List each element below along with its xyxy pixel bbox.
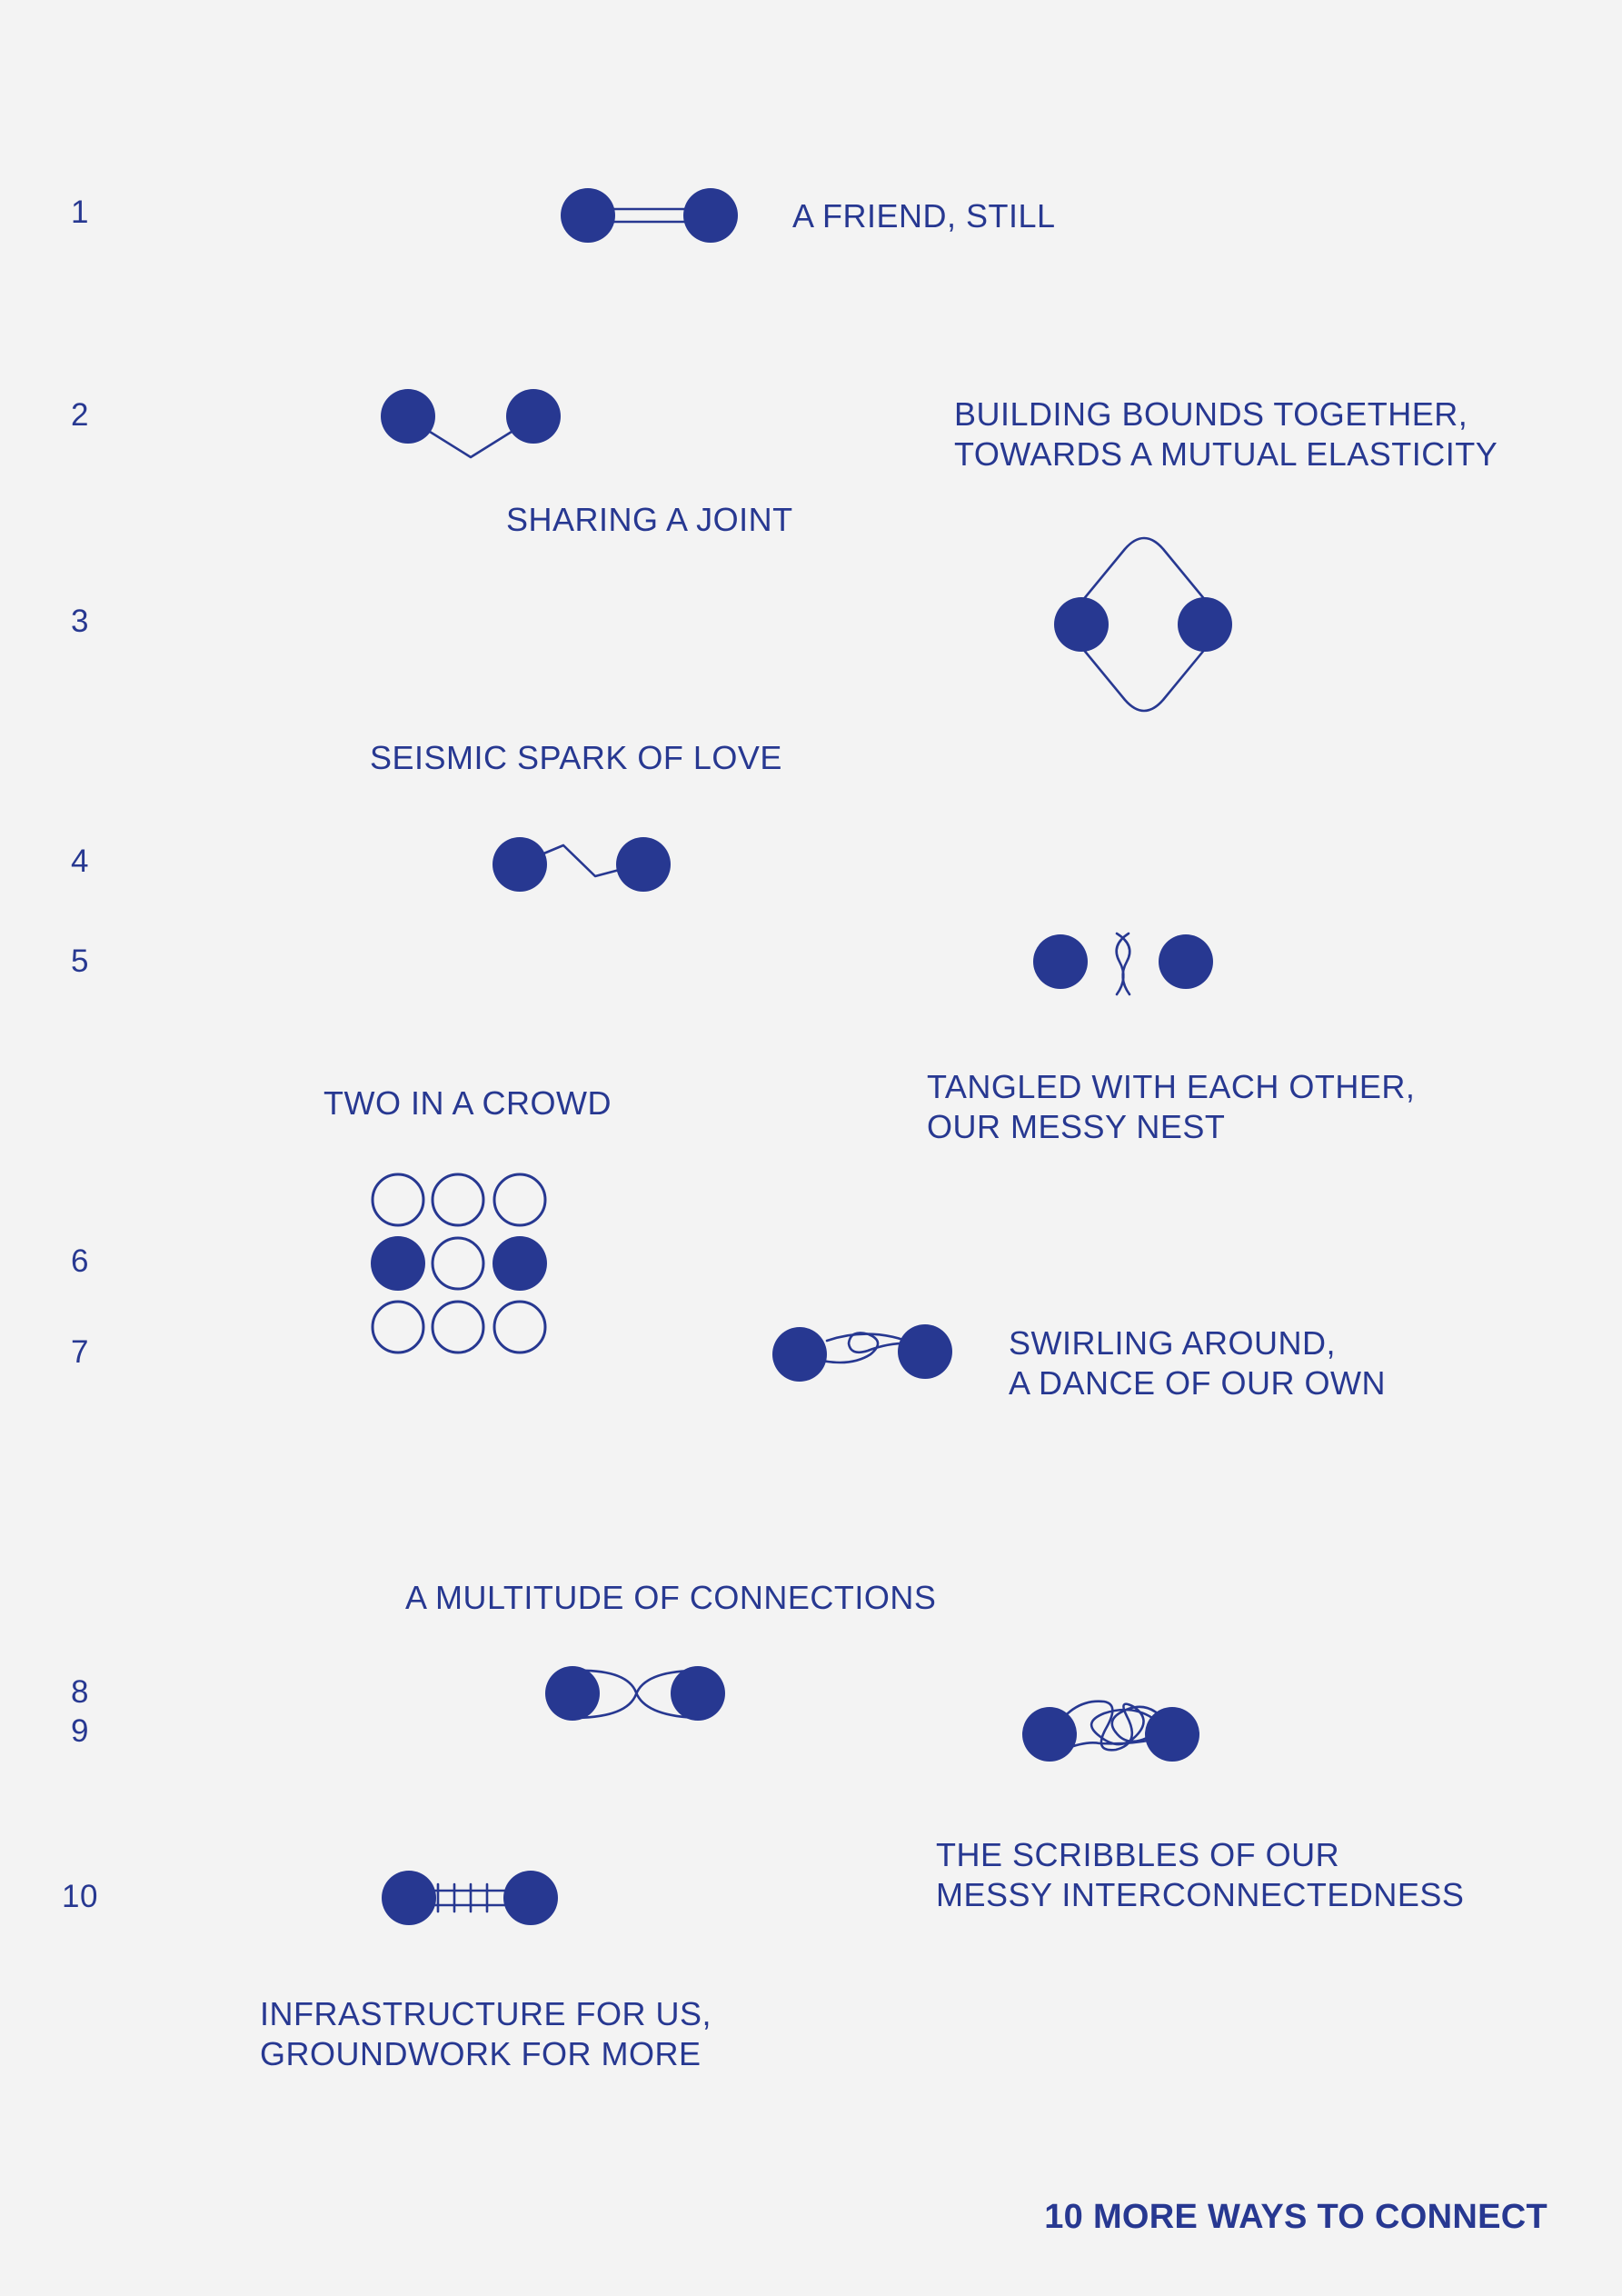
- caption-1-line-1: A FRIEND, STILL: [792, 197, 1056, 235]
- caption-6-line-1: TWO IN A CROWD: [323, 1084, 612, 1122]
- grid-crowd-icon: [371, 1173, 547, 1354]
- ladder-connection-icon: [382, 1871, 558, 1925]
- caption-10: INFRASTRUCTURE FOR US, GROUNDWORK FOR MO…: [260, 1994, 711, 2074]
- caption-9: THE SCRIBBLES OF OUR MESSY INTERCONNECTE…: [936, 1835, 1464, 1915]
- row-number-3: 3: [71, 604, 89, 639]
- caption-5-line-1: TANGLED WITH EACH OTHER,: [927, 1068, 1416, 1105]
- row-number-9: 9: [71, 1713, 89, 1749]
- caption-3-line-1: SHARING A JOINT: [506, 501, 793, 538]
- caption-7-line-1: SWIRLING AROUND,: [1009, 1324, 1337, 1362]
- caption-6: TWO IN A CROWD: [323, 1083, 612, 1123]
- caption-2-line-1: BUILDING BOUNDS TOGETHER,: [954, 395, 1468, 433]
- caption-4: SEISMIC SPARK OF LOVE: [370, 738, 782, 778]
- zigzag-spark-connection-icon: [493, 837, 671, 892]
- row-number-2: 2: [71, 397, 89, 433]
- caption-3: SHARING A JOINT: [506, 500, 793, 540]
- caption-4-line-1: SEISMIC SPARK OF LOVE: [370, 739, 782, 776]
- caption-5-line-2: OUR MESSY NEST: [927, 1108, 1226, 1145]
- row-number-8: 8: [71, 1674, 89, 1710]
- caption-2-line-2: TOWARDS A MUTUAL ELASTICITY: [954, 435, 1498, 473]
- caption-1: A FRIEND, STILL: [792, 196, 1056, 236]
- row-number-7: 7: [71, 1334, 89, 1370]
- scribble-connection-icon: [1022, 1700, 1199, 1762]
- caption-10-line-2: GROUNDWORK FOR MORE: [260, 2035, 702, 2072]
- swirl-connection-icon: [772, 1324, 952, 1382]
- row-number-1: 1: [71, 195, 89, 230]
- caption-10-line-1: INFRASTRUCTURE FOR US,: [260, 1995, 711, 2032]
- double-line-connection-icon: [561, 188, 738, 243]
- caption-9-line-1: THE SCRIBBLES OF OUR: [936, 1836, 1340, 1873]
- angled-joint-connection-icon: [381, 389, 561, 459]
- caption-7-line-2: A DANCE OF OUR OWN: [1009, 1364, 1387, 1402]
- caption-7: SWIRLING AROUND, A DANCE OF OUR OWN: [1009, 1323, 1386, 1403]
- row-number-4: 4: [71, 844, 89, 879]
- caption-2: BUILDING BOUNDS TOGETHER, TOWARDS A MUTU…: [954, 394, 1498, 474]
- page-title: 10 MORE WAYS TO CONNECT: [1044, 2198, 1547, 2236]
- crossing-curves-connection-icon: [545, 1666, 725, 1721]
- row-number-10: 10: [62, 1879, 98, 1914]
- row-number-6: 6: [71, 1243, 89, 1279]
- caption-5: TANGLED WITH EACH OTHER, OUR MESSY NEST: [927, 1067, 1415, 1147]
- row-number-5: 5: [71, 943, 89, 979]
- caption-9-line-2: MESSY INTERCONNECTEDNESS: [936, 1876, 1465, 1913]
- twisted-strand-connection-icon: [1033, 932, 1213, 996]
- caption-8-line-1: A MULTITUDE OF CONNECTIONS: [405, 1579, 937, 1616]
- diamond-loop-connection-icon: [1054, 536, 1232, 713]
- caption-8: A MULTITUDE OF CONNECTIONS: [405, 1578, 936, 1618]
